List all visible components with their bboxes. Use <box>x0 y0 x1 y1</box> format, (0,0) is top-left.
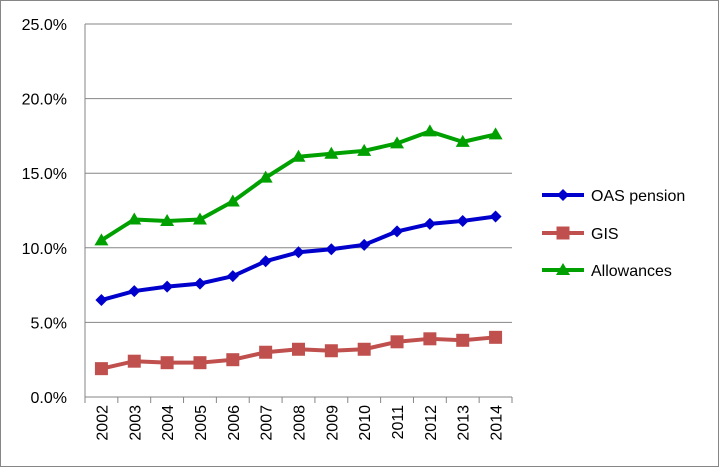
legend-label: GIS <box>591 226 619 243</box>
data-point <box>357 342 371 356</box>
data-point <box>127 354 141 368</box>
data-point <box>94 233 109 246</box>
data-point <box>292 246 305 259</box>
series-allowances <box>94 124 503 246</box>
legend-marker <box>556 226 570 240</box>
legend-marker <box>557 189 569 201</box>
x-tick-label: 2007 <box>259 405 276 441</box>
data-point <box>324 146 339 159</box>
legend-item: Allowances <box>542 263 672 280</box>
data-point <box>358 238 371 251</box>
x-tick-label: 2012 <box>423 405 440 441</box>
y-tick-label: 5.0% <box>31 315 67 332</box>
y-tick-label: 0.0% <box>31 390 67 407</box>
data-point <box>422 124 437 137</box>
data-point <box>226 270 239 283</box>
data-point <box>324 344 338 358</box>
legend: OAS pension GIS Allowances <box>542 188 685 280</box>
series-group <box>94 124 503 376</box>
y-tick-label: 10.0% <box>22 241 67 258</box>
data-point <box>292 342 305 356</box>
data-point <box>128 285 141 298</box>
x-tick-label: 2009 <box>324 405 341 441</box>
x-tick-label: 2014 <box>489 405 506 441</box>
data-point <box>226 353 240 367</box>
data-point <box>488 127 503 140</box>
data-point <box>161 280 174 293</box>
x-tick-label: 2006 <box>226 405 243 441</box>
data-point <box>489 330 503 344</box>
data-point <box>127 212 142 225</box>
x-tick-label: 2011 <box>390 405 407 440</box>
data-point <box>193 277 206 290</box>
legend-item: GIS <box>542 226 619 243</box>
data-point <box>160 356 174 370</box>
data-point <box>160 213 175 226</box>
x-tick-label: 2013 <box>456 405 473 441</box>
x-tick-label: 2003 <box>127 405 144 441</box>
series-oas-pension <box>95 210 502 307</box>
data-point <box>193 356 207 370</box>
data-point <box>456 214 469 227</box>
y-tick-label: 20.0% <box>22 92 67 109</box>
data-point <box>390 136 405 149</box>
legend-label: OAS pension <box>591 188 685 205</box>
data-point <box>94 362 108 376</box>
x-tick-label: 2004 <box>160 405 177 441</box>
x-tick-label: 2008 <box>292 405 309 441</box>
data-point <box>390 335 404 349</box>
series-gis <box>94 330 503 376</box>
legend-item: OAS pension <box>542 188 685 205</box>
y-axis: 0.0% 5.0% 10.0% 15.0% 20.0% 25.0% <box>22 17 86 407</box>
data-point <box>258 170 273 183</box>
data-point <box>423 332 437 346</box>
data-point <box>192 212 207 225</box>
data-point <box>95 294 108 307</box>
x-axis: 2002 2003 2004 2005 2006 2007 2008 2009 2010 2011… <box>84 396 513 441</box>
data-point <box>325 243 338 256</box>
data-point <box>391 225 404 238</box>
data-point <box>357 143 372 156</box>
data-point <box>423 217 436 230</box>
data-point <box>456 333 470 347</box>
legend-label: Allowances <box>591 263 672 280</box>
data-point <box>455 134 470 147</box>
x-tick-label: 2005 <box>193 405 210 441</box>
legend-marker <box>556 263 570 275</box>
data-point <box>259 255 272 268</box>
y-tick-label: 25.0% <box>22 17 67 34</box>
x-tick-label: 2010 <box>357 405 374 441</box>
data-point <box>489 210 502 223</box>
x-tick-label: 2002 <box>94 405 111 441</box>
data-point <box>259 345 273 359</box>
y-tick-label: 15.0% <box>22 166 67 183</box>
data-point <box>291 149 306 162</box>
data-point <box>225 194 240 207</box>
